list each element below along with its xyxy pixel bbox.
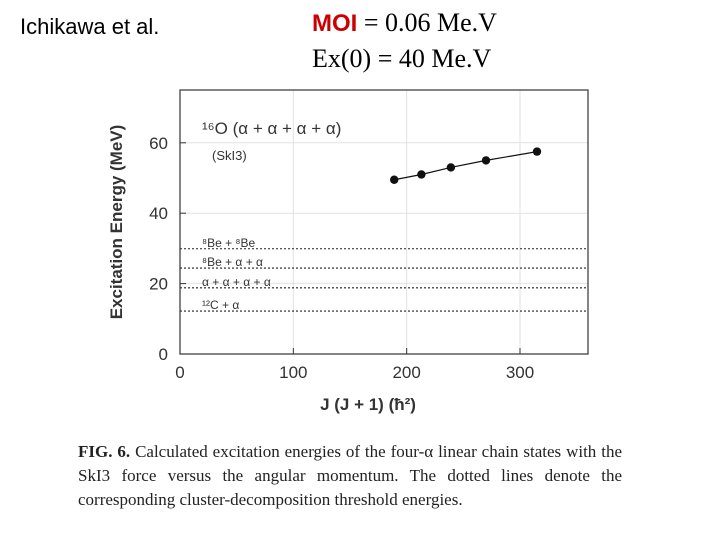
figure-caption: FIG. 6. Calculated excitation energies o… [78, 440, 622, 512]
figure-label: FIG. 6. [78, 442, 131, 461]
ex-line: Ex(0) = 40 Me.V [312, 44, 492, 73]
x-tick-label: 0 [175, 363, 184, 382]
x-tick-label: 200 [392, 363, 420, 382]
y-tick-label: 0 [159, 345, 168, 364]
data-point [390, 175, 399, 184]
moi-line: MOI = 0.06 Me.V [312, 8, 497, 38]
y-tick-label: 40 [149, 204, 168, 223]
x-axis-label: J (J + 1) (ħ²) [320, 395, 416, 414]
data-point [481, 156, 491, 165]
force-annotation: (SkI3) [212, 148, 247, 163]
x-tick-label: 300 [506, 363, 534, 382]
excitation-energy-chart: ⁸Be + ⁸Be ⁸Be + α + α α + α + α + α ¹²C + α… [107, 89, 589, 414]
author-label: Ichikawa et al. [20, 14, 160, 39]
moi-label: MOI [312, 10, 358, 37]
y-tick-label: 20 [149, 275, 168, 294]
y-axis-label: Excitation Energy (MeV) [107, 125, 126, 320]
moi-value: = 0.06 Me.V [363, 8, 497, 37]
series-line [394, 151, 538, 181]
plot-frame [179, 89, 589, 355]
threshold-label: ¹²C + α [202, 298, 239, 312]
x-tick-label: 100 [279, 363, 307, 382]
system-annotation: ¹⁶O (α + α + α + α) [202, 119, 341, 138]
caption-text: Calculated excitation energies of the fo… [78, 442, 622, 509]
y-tick-label: 60 [149, 134, 168, 153]
data-point [532, 147, 542, 156]
data-point [446, 163, 456, 172]
threshold-label: α + α + α + α [202, 275, 271, 289]
threshold-label: ⁸Be + α + α [202, 255, 263, 269]
threshold-label: ⁸Be + ⁸Be [202, 236, 255, 250]
data-point [417, 170, 426, 179]
